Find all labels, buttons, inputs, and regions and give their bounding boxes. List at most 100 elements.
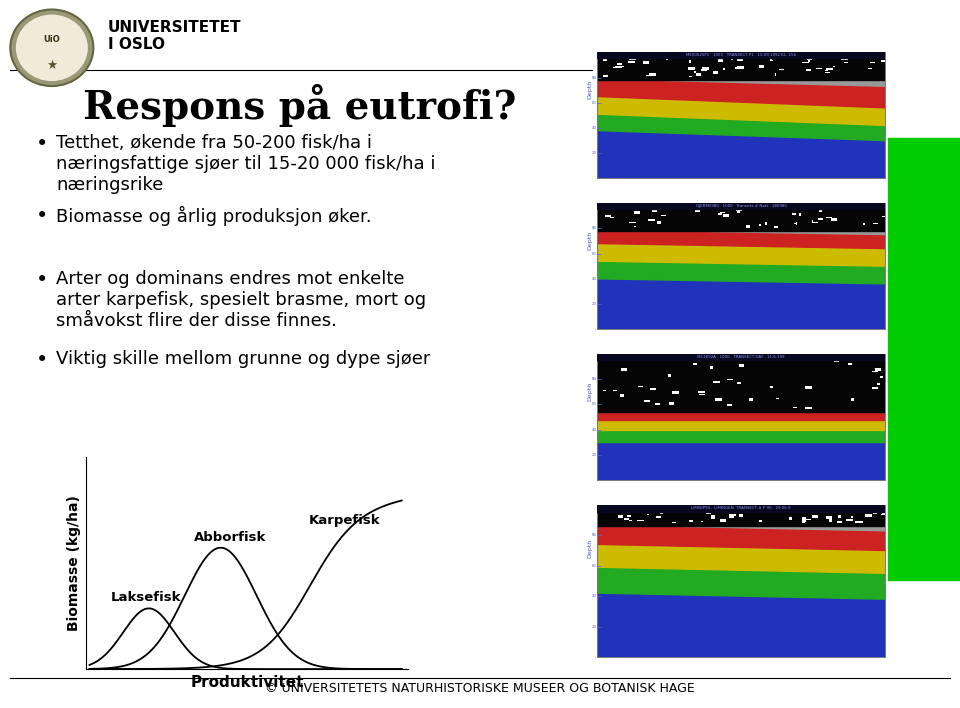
Bar: [733, 208, 735, 210]
Bar: [597, 52, 885, 58]
Bar: [698, 392, 705, 393]
Bar: [872, 387, 878, 389]
Bar: [620, 368, 628, 371]
Text: UiO: UiO: [43, 35, 60, 44]
Text: I OSLO: I OSLO: [108, 37, 165, 52]
Text: Biomasse og årlig produksjon øker.: Biomasse og årlig produksjon øker.: [56, 206, 372, 226]
Bar: [804, 386, 812, 389]
Bar: [637, 520, 644, 521]
Text: Tetthet, økende fra 50-200 fisk/ha i
næringsfattige sjøer til 15-20 000 fisk/ha : Tetthet, økende fra 50-200 fisk/ha i nær…: [56, 134, 436, 193]
Bar: [641, 510, 647, 513]
Bar: [689, 60, 690, 62]
Bar: [681, 69, 686, 70]
Polygon shape: [597, 526, 885, 551]
Bar: [737, 382, 741, 384]
Bar: [729, 512, 732, 513]
Bar: [802, 521, 805, 523]
Bar: [746, 511, 751, 513]
Bar: [702, 67, 709, 70]
Bar: [765, 222, 767, 224]
Bar: [831, 220, 833, 222]
Bar: [826, 515, 832, 518]
Bar: [597, 505, 885, 526]
Bar: [629, 520, 632, 521]
Bar: [646, 204, 653, 206]
Bar: [635, 212, 639, 214]
Bar: [723, 215, 730, 217]
Bar: [880, 514, 886, 515]
Bar: [882, 511, 886, 515]
Bar: [642, 61, 649, 64]
Text: 60: 60: [591, 564, 596, 568]
Text: 60: 60: [591, 402, 596, 406]
Bar: [603, 74, 608, 77]
Bar: [627, 515, 631, 517]
Bar: [688, 67, 695, 70]
Bar: [659, 510, 665, 512]
Bar: [627, 510, 632, 511]
Bar: [615, 66, 622, 68]
Text: ★: ★: [46, 59, 58, 72]
Polygon shape: [597, 442, 885, 480]
Polygon shape: [597, 261, 885, 284]
Bar: [837, 520, 842, 523]
Text: Respons på eutrofi?: Respons på eutrofi?: [84, 84, 516, 127]
Text: LIM06P90-  LIMINGEN  TRANSECT # P 90-  29.06.9: LIM06P90- LIMINGEN TRANSECT # P 90- 29.0…: [691, 506, 791, 510]
Bar: [855, 521, 863, 523]
Bar: [624, 518, 629, 520]
Polygon shape: [597, 114, 885, 141]
Text: 60: 60: [591, 251, 596, 256]
Text: ME00525P1   1000   TRANSECT P1   10.09.1992 KL. 156: ME00525P1 1000 TRANSECT P1 10.09.1992 KL…: [686, 53, 796, 57]
Circle shape: [16, 15, 87, 80]
Bar: [597, 354, 885, 412]
Bar: [617, 63, 620, 64]
Bar: [694, 71, 696, 73]
Bar: [727, 404, 732, 406]
Bar: [872, 370, 877, 372]
Bar: [715, 507, 718, 509]
Bar: [805, 407, 811, 409]
Bar: [720, 212, 725, 213]
Bar: [606, 215, 611, 217]
Bar: [795, 205, 797, 207]
Bar: [727, 379, 732, 380]
Bar: [737, 67, 744, 69]
Bar: [597, 52, 885, 80]
Text: 80: 80: [591, 76, 596, 79]
Bar: [756, 56, 761, 58]
Text: 40: 40: [591, 277, 596, 281]
Bar: [613, 390, 616, 392]
Bar: [655, 403, 660, 405]
Circle shape: [11, 9, 93, 86]
Bar: [746, 225, 751, 228]
Text: 20: 20: [591, 152, 596, 155]
Bar: [842, 208, 848, 210]
Bar: [832, 66, 834, 67]
Bar: [849, 205, 854, 208]
Bar: [600, 206, 604, 207]
Bar: [837, 515, 841, 518]
Bar: [808, 60, 809, 62]
Bar: [805, 69, 811, 71]
Bar: [696, 73, 701, 76]
Bar: [743, 207, 745, 209]
Bar: [720, 519, 727, 523]
Bar: [672, 522, 676, 523]
Bar: [777, 398, 780, 399]
Bar: [802, 517, 805, 519]
Polygon shape: [597, 420, 885, 430]
Bar: [851, 398, 854, 401]
Bar: [611, 203, 614, 206]
Text: IS11692A   1000   TRANSECT DAY   11.6.199: IS11692A 1000 TRANSECT DAY 11.6.199: [697, 355, 785, 359]
Bar: [833, 361, 839, 362]
Text: Depth: Depth: [588, 80, 592, 99]
Bar: [858, 56, 859, 59]
Bar: [770, 386, 773, 389]
Bar: [618, 515, 623, 518]
Bar: [645, 53, 649, 56]
Bar: [770, 59, 773, 61]
Polygon shape: [597, 130, 885, 178]
Bar: [829, 519, 832, 523]
Bar: [625, 205, 630, 207]
Bar: [620, 394, 624, 396]
